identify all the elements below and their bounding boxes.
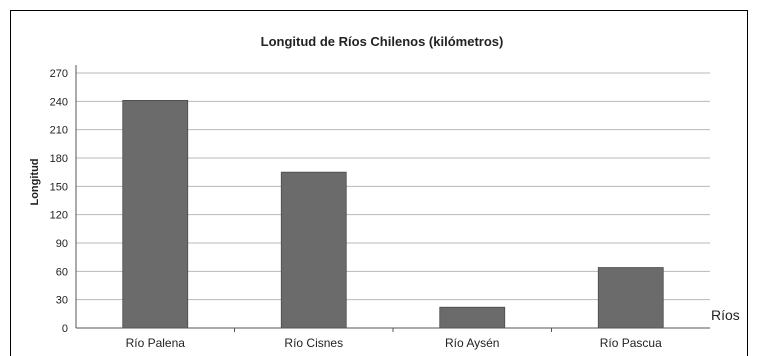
axes <box>75 65 710 332</box>
y-tick-label: 90 <box>56 238 68 250</box>
y-tick-label: 30 <box>56 295 68 307</box>
y-tick-label: 0 <box>62 323 68 335</box>
x-axis-label: Ríos <box>711 307 740 323</box>
y-tick-label: 60 <box>56 266 68 278</box>
chart-title: Longitud de Ríos Chilenos (kilómetros) <box>261 34 504 49</box>
y-tick-label: 210 <box>50 125 68 137</box>
y-tick-label: 270 <box>50 68 68 80</box>
x-axis-categories: Río Palena Río Cisnes Río Aysén Río Pascua <box>126 336 663 350</box>
x-category-label: Río Pascua <box>600 336 662 350</box>
bar-r-o-ays-n <box>439 306 506 329</box>
y-tick-label: 240 <box>50 96 68 108</box>
x-category-label: Río Palena <box>126 336 186 350</box>
chart-frame <box>10 10 748 356</box>
y-tick-label: 150 <box>50 181 68 193</box>
x-category-label: Río Cisnes <box>284 336 343 350</box>
y-axis-ticks: 0 30 60 90 120 150 180 210 240 270 <box>50 68 68 335</box>
bar-r-o-palena <box>122 99 189 329</box>
y-tick-label: 180 <box>50 153 68 165</box>
bars <box>122 99 664 329</box>
bar-r-o-cisnes <box>280 171 347 329</box>
y-axis-label: Longitud <box>29 158 41 205</box>
y-tick-label: 120 <box>50 210 68 222</box>
x-category-label: Río Aysén <box>445 336 499 350</box>
bar-r-o-pascua <box>597 267 664 329</box>
